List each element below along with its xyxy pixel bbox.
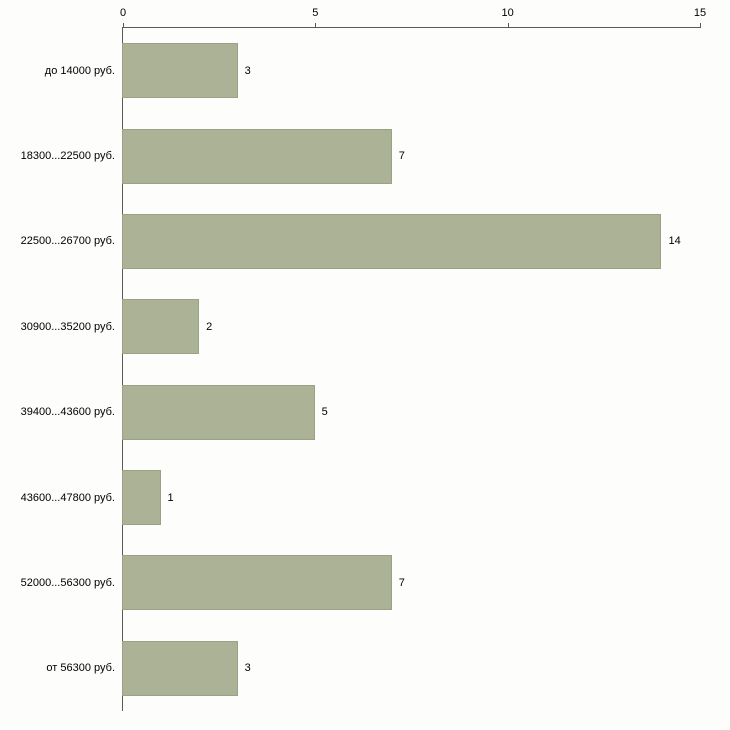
bar <box>122 43 238 99</box>
tick-mark <box>315 23 317 28</box>
bar <box>122 213 662 269</box>
category-label: от 56300 руб. <box>46 662 115 675</box>
bar-row: до 14000 руб. 3 <box>0 28 700 113</box>
bar-area: 7 <box>122 540 700 625</box>
plot-area: 0 5 10 15 <box>120 7 706 711</box>
bar-row: от 56300 руб. 3 <box>0 626 700 711</box>
tick-label: 5 <box>312 7 319 19</box>
bar-row: 22500...26700 руб. 14 <box>0 199 700 284</box>
category-label: 18300...22500 руб. <box>20 150 115 163</box>
value-label: 3 <box>244 662 251 675</box>
value-label: 1 <box>167 491 174 504</box>
value-label: 7 <box>398 576 405 589</box>
value-label: 14 <box>668 235 681 248</box>
bar <box>122 128 392 184</box>
tick-label: 15 <box>693 7 707 19</box>
bar-row: 30900...35200 руб. 2 <box>0 284 700 369</box>
value-label: 5 <box>321 406 328 419</box>
value-label: 7 <box>398 150 405 163</box>
value-label: 2 <box>206 320 213 333</box>
tick-mark <box>507 23 509 28</box>
bar-row: 39400...43600 руб. 5 <box>0 370 700 455</box>
bar-area: 7 <box>122 113 700 198</box>
category-label: 30900...35200 руб. <box>20 320 115 333</box>
bar <box>122 470 161 526</box>
bar-rows: до 14000 руб. 3 18300...22500 руб. 7 225… <box>0 28 700 711</box>
category-label: 39400...43600 руб. <box>20 406 115 419</box>
bar <box>122 384 315 440</box>
bar <box>122 555 392 611</box>
tick-label: 0 <box>119 7 127 19</box>
tick-label: 10 <box>501 7 514 19</box>
category-label: 52000...56300 руб. <box>20 576 115 589</box>
bar-row: 52000...56300 руб. 7 <box>0 540 700 625</box>
bar-area: 3 <box>122 626 700 711</box>
bar-row: 18300...22500 руб. 7 <box>0 113 700 198</box>
value-label: 3 <box>244 64 251 77</box>
tick-mark <box>700 23 701 28</box>
bar-area: 1 <box>122 455 700 540</box>
tick-mark <box>123 23 124 28</box>
bar-area: 3 <box>122 28 700 113</box>
bar-row: 43600...47800 руб. 1 <box>0 455 700 540</box>
bar-area: 2 <box>122 284 700 369</box>
bar <box>122 640 238 696</box>
bar-area: 14 <box>122 199 700 284</box>
bar-area: 5 <box>122 370 700 455</box>
bar <box>122 299 200 355</box>
category-label: 43600...47800 руб. <box>20 491 115 504</box>
category-label: до 14000 руб. <box>44 64 115 77</box>
category-label: 22500...26700 руб. <box>20 235 115 248</box>
